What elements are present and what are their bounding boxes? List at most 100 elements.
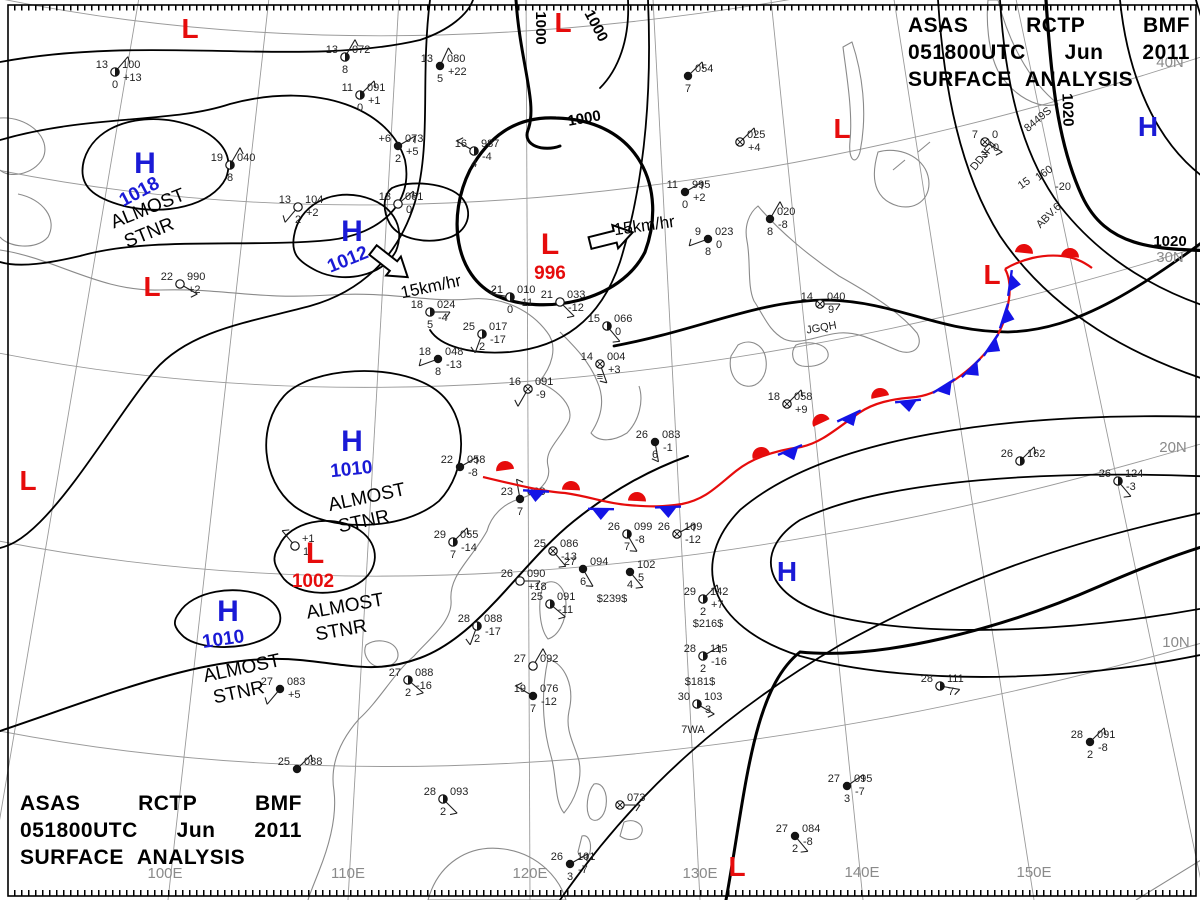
title-line-1: ASAS RCTP BMF (908, 12, 1190, 39)
station-temp: 26 (1099, 468, 1111, 480)
latitude-label: 20N (1159, 439, 1187, 456)
station-cloud: 8 (767, 226, 773, 238)
station-temp: 15 (588, 313, 600, 325)
station-temp: 11 (667, 179, 678, 191)
station-circle (680, 187, 690, 197)
station-circle (293, 202, 303, 212)
center-pressure-value: 1012 (324, 242, 371, 277)
isobar-label: 1020 (1058, 93, 1076, 127)
station-cloud: 2 (395, 153, 401, 165)
station-circle (1085, 737, 1095, 747)
station-cloud: 8 (342, 64, 348, 76)
isobar (559, 512, 1200, 900)
title-word: Jun (176, 819, 216, 842)
station-plot: 16 987-4 4 (455, 137, 499, 170)
station-tendency: -8 (468, 467, 478, 479)
station-pressure: 092 (540, 653, 558, 665)
graticule-parallel (0, 56, 1200, 206)
station-temp: 19 (211, 152, 223, 164)
station-tendency: -8 (803, 836, 813, 848)
station-cloud: 8 (435, 366, 441, 378)
title-word: SURFACE (20, 846, 124, 869)
station-temp: 22 (441, 454, 453, 466)
station-cloud: 2 (792, 843, 798, 855)
annotation-text: $216$ (693, 618, 724, 630)
station-temp: 27 (261, 676, 273, 688)
station-cloud: 3 (844, 793, 850, 805)
station-plot: 13 080+22 5 (421, 47, 467, 85)
isobar (273, 520, 376, 594)
coastline (577, 835, 592, 859)
station-plot: 21 010-11 0 (489, 284, 535, 316)
station-pressure: +1 (302, 533, 315, 545)
coastline (792, 342, 829, 367)
station-temp: 13 (326, 44, 338, 56)
cold-front-symbol (654, 505, 682, 518)
coastline (873, 149, 930, 208)
map-frame (7, 4, 1197, 897)
station-temp: 28 (1071, 729, 1083, 741)
graticule-meridian (1015, 0, 1200, 879)
isobar (711, 415, 1200, 678)
isobar (0, 455, 689, 732)
title-line-3: SURFACE ANALYSIS (908, 66, 1190, 93)
station-temp: +6 (378, 133, 391, 145)
coastline (542, 658, 581, 814)
station-plot: 18 024-4 5 (411, 299, 456, 331)
cold-front-symbol (982, 333, 1001, 357)
station-temp: 27 (514, 653, 526, 665)
station-circle (515, 576, 525, 586)
station-tendency: -17 (485, 626, 501, 638)
station-tendency: +1 (368, 95, 381, 107)
station-plot: 27 094 6 (564, 556, 609, 588)
annotation-text: ABV.6 (1034, 201, 1064, 231)
title-word: 051800UTC (20, 819, 138, 842)
station-cloud: 7 (685, 83, 691, 95)
station-tendency: 0 (716, 239, 722, 251)
station-cloud: 7 (450, 549, 456, 561)
warm-front-symbol (1060, 248, 1079, 258)
station-plot: 020-8 8 (765, 201, 795, 238)
station-temp: 28 (684, 643, 696, 655)
station-temp: 14 (581, 351, 593, 363)
station-tendency: +18 (528, 581, 547, 593)
station-plot: 11 995+2 0 (667, 179, 711, 211)
station-pressure: 066 (614, 313, 632, 325)
station-temp: 27 (776, 823, 788, 835)
station-tendency: -14 (461, 542, 477, 554)
isobar-label: 1000 (532, 11, 549, 44)
station-plot: 26 162 (1001, 446, 1045, 466)
station-temp: 27 (564, 556, 576, 568)
station-pressure: 024 (437, 299, 455, 311)
cold-front-symbol (894, 398, 922, 412)
title-line-3: SURFACE ANALYSIS (20, 844, 302, 871)
isobar (1119, 0, 1200, 176)
station-pressure: 124 (1125, 468, 1143, 480)
coastline (745, 205, 920, 353)
low-center-letter: L (306, 537, 324, 570)
isobar (1044, 0, 1200, 253)
station-pressure: 0 (992, 129, 998, 141)
low-marker: L (728, 851, 745, 882)
station-circle (435, 61, 445, 71)
station-temp: 26 (608, 521, 620, 533)
graticule-meridian (167, 0, 270, 900)
station-pressure: 084 (802, 823, 820, 835)
station-temp: 22 (161, 271, 173, 283)
cold-front-symbol (1007, 269, 1021, 297)
station-plot: 28 088-17 2 (458, 613, 502, 646)
station-plot: 13 100+13 0 (96, 56, 142, 91)
front-layer (482, 244, 1093, 520)
station-pressure: 086 (560, 538, 578, 550)
coastline (729, 341, 767, 387)
station-pressure: 100 (122, 59, 140, 71)
station-cloud: 5 (437, 73, 443, 85)
station-temp: 29 (434, 529, 446, 541)
station-pressure: 990 (187, 271, 205, 283)
station-cloud: 2 (405, 687, 411, 699)
title-word: 2011 (1142, 41, 1190, 64)
